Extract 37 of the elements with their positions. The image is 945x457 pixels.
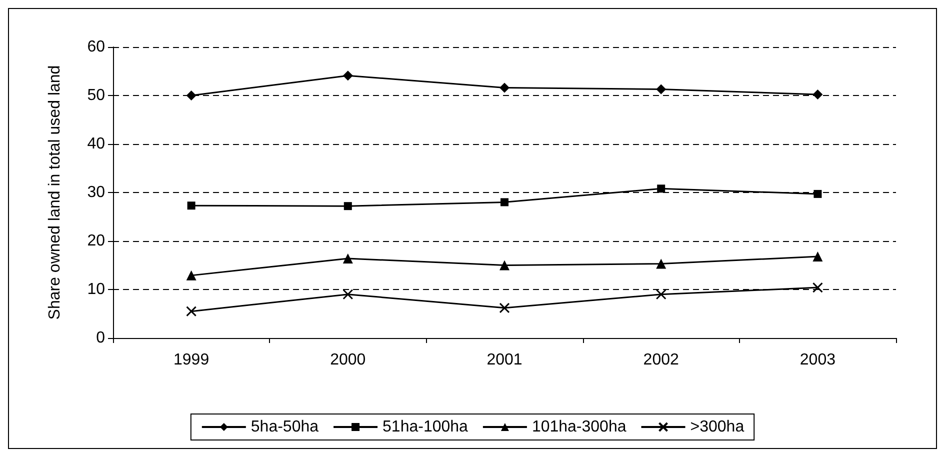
point xyxy=(656,289,666,300)
x-tick-label: 2002 xyxy=(643,352,679,368)
point xyxy=(500,260,510,270)
point xyxy=(186,306,197,317)
y-tick-label: 50 xyxy=(87,87,106,104)
legend-label: 5ha-50ha xyxy=(250,418,319,436)
legend-label: 101ha-300ha xyxy=(532,418,626,436)
point xyxy=(500,198,508,206)
point xyxy=(342,289,354,300)
y-tick-label: 30 xyxy=(87,184,106,201)
x-tick-label: 2001 xyxy=(486,352,522,368)
point xyxy=(656,84,666,94)
point xyxy=(656,258,666,269)
x-tick-label: 2000 xyxy=(330,352,366,368)
x-tick-label: 2003 xyxy=(800,352,836,368)
y-tick-label: 60 xyxy=(87,38,106,56)
point xyxy=(342,253,353,264)
legend-label: 51ha-100ha xyxy=(382,418,468,436)
x-tick-label: 1999 xyxy=(174,352,210,368)
legend-label: >300ha xyxy=(690,418,744,436)
point xyxy=(186,90,196,100)
y-tick-label: 10 xyxy=(87,281,106,298)
point xyxy=(500,82,510,93)
y-tick-label: 40 xyxy=(87,136,106,152)
point xyxy=(812,252,823,262)
point xyxy=(186,270,196,280)
point xyxy=(342,70,353,81)
y-axis-title: Share owned land in total used land xyxy=(46,65,64,320)
point xyxy=(814,190,822,198)
y-tick-label: 0 xyxy=(96,330,106,346)
point xyxy=(344,202,352,210)
point xyxy=(812,282,823,293)
point xyxy=(812,90,823,100)
y-tick-label: 20 xyxy=(87,232,106,250)
point xyxy=(499,302,510,314)
point xyxy=(657,184,666,193)
point xyxy=(187,202,196,210)
